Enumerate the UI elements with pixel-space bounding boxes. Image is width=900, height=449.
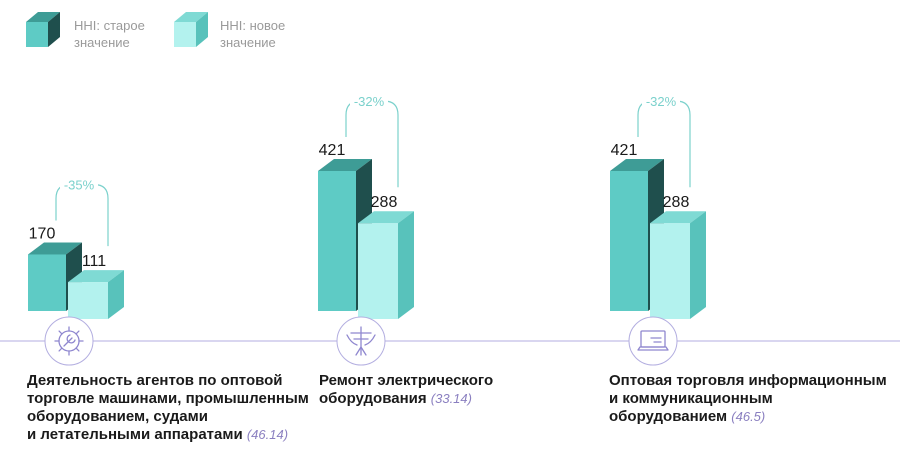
category-code-2: (33.14) (430, 391, 472, 406)
value-label-new-1: 111 (82, 253, 106, 270)
category-title-1-line1: Деятельность агентов по оптовой (27, 372, 283, 389)
category-title-1: Деятельность агентов по оптовой торговле… (27, 372, 327, 444)
value-label-old-2: 421 (319, 142, 346, 159)
category-title-2: Ремонт электрического оборудования (33.1… (319, 372, 579, 408)
category-title-2-line1: Ремонт электрического (319, 372, 494, 389)
legend-label-new-line2: значение (220, 35, 276, 50)
legend-item-old: HHI: старое значение (64, 17, 154, 51)
legend-swatch-old (26, 12, 60, 47)
category-title-3-line3: оборудованием (609, 408, 728, 425)
category-title-1-line3: оборудованием, судами (27, 408, 208, 425)
legend-swatch-new (174, 12, 208, 47)
bar-new-3 (650, 211, 706, 319)
category-title-1-line2: торговле машинами, промышленным (27, 390, 309, 407)
legend-label-old-line1: HHI: старое (74, 18, 145, 33)
value-label-new-2: 288 (371, 194, 398, 211)
change-label-2: -32% (354, 94, 385, 109)
change-bracket-1 (55, 183, 109, 247)
category-title-3-line1: Оптовая торговля информационным (609, 372, 887, 389)
value-label-new-3: 288 (663, 194, 690, 211)
legend-label-new-line1: HHI: новое (220, 18, 286, 33)
change-label-1: -35% (64, 177, 95, 192)
category-title-2-line2: оборудования (319, 390, 427, 407)
value-label-old-3: 421 (611, 142, 638, 159)
category-code-3: (46.5) (731, 409, 766, 424)
bar-new-1 (68, 270, 124, 319)
power-pole-icon (336, 316, 386, 366)
bar-new-2 (358, 211, 414, 319)
change-label-3: -32% (646, 94, 677, 109)
legend-label-old-line2: значение (74, 35, 130, 50)
gear-wrench-icon (44, 316, 94, 366)
category-title-3-line2: и коммуникационным (609, 390, 773, 407)
category-title-1-line4: и летательными аппаратами (27, 426, 243, 443)
legend-item-new: HHI: новое значение (210, 17, 300, 51)
value-label-old-1: 170 (29, 225, 56, 242)
category-code-1: (46.14) (246, 427, 289, 442)
laptop-icon (628, 316, 678, 366)
category-title-3: Оптовая торговля информационным и коммун… (609, 372, 894, 426)
